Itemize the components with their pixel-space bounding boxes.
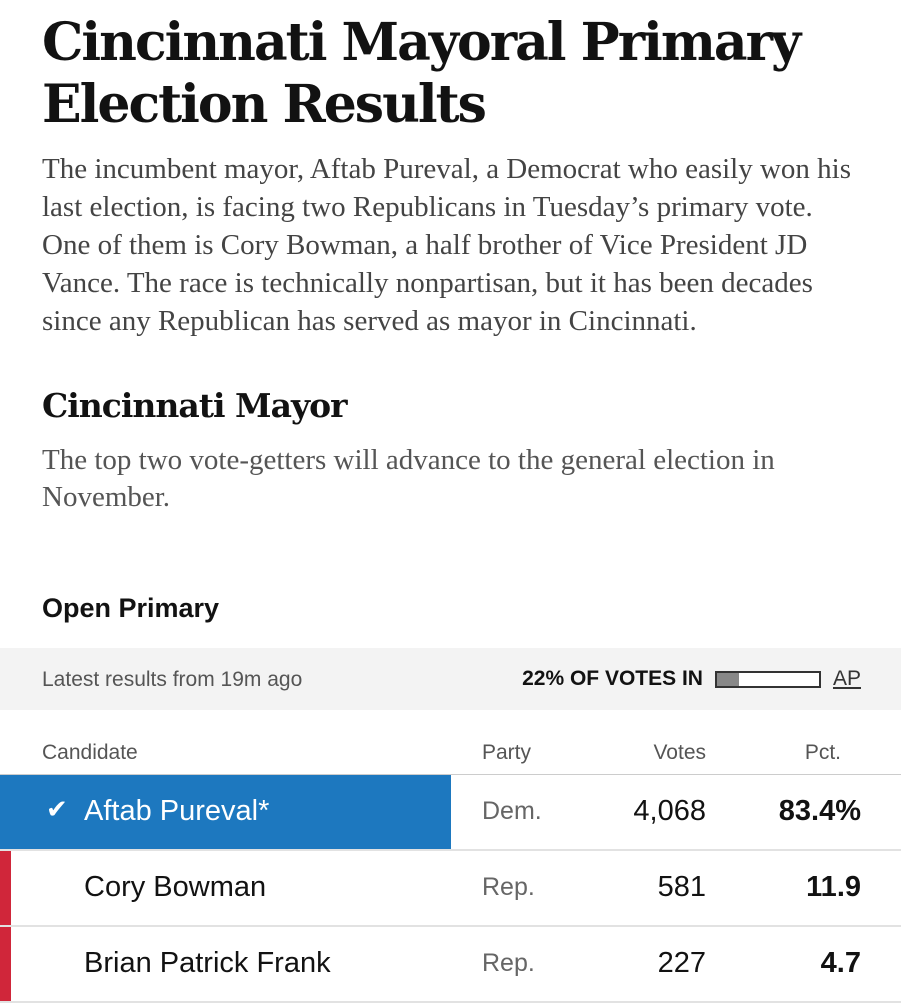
- race-subtitle: The top two vote-getters will advance to…: [42, 444, 775, 513]
- votes-in-indicator: 22% OF VOTES IN AP: [522, 667, 861, 691]
- header-pct: Pct.: [804, 741, 841, 764]
- votes-in-progress-bar: [714, 670, 821, 688]
- article-intro: The incumbent mayor, Aftab Pureval, a De…: [42, 153, 852, 337]
- race-title: Cincinnati Mayor: [42, 386, 348, 425]
- candidate-votes: 227: [657, 947, 706, 979]
- table-row: ✔ Aftab Pureval* Dem. 4,068 83.4%: [0, 775, 901, 851]
- header-party: Party: [482, 741, 532, 764]
- latest-results-timestamp: Latest results from 19m ago: [42, 668, 303, 691]
- results-status-bar: Latest results from 19m ago 22% OF VOTES…: [0, 648, 901, 710]
- page-title: Cincinnati Mayoral Primary Election Resu…: [42, 12, 801, 135]
- results-table: Candidate Party Votes Pct. ✔ Aftab Purev…: [0, 730, 901, 1003]
- article-content: Cincinnati Mayoral Primary Election Resu…: [42, 0, 862, 516]
- candidate-votes: 581: [657, 871, 706, 903]
- checkmark-icon: ✔: [46, 795, 68, 825]
- candidate-name: Brian Patrick Frank: [84, 947, 331, 979]
- candidate-pct: 11.9: [806, 871, 861, 903]
- candidate-party: Dem.: [482, 797, 542, 825]
- primary-type-label: Open Primary: [42, 593, 220, 623]
- candidate-party: Rep.: [482, 873, 535, 901]
- ap-source-link[interactable]: AP: [832, 667, 861, 690]
- candidate-votes: 4,068: [633, 795, 706, 827]
- header-votes: Votes: [653, 741, 706, 764]
- candidate-cell-winner: ✔ Aftab Pureval*: [0, 775, 451, 849]
- candidate-pct: 4.7: [820, 947, 861, 979]
- table-header: Candidate Party Votes Pct.: [0, 730, 901, 775]
- candidate-name: Aftab Pureval*: [84, 795, 270, 827]
- candidate-party: Rep.: [482, 949, 535, 977]
- republican-party-strip: [0, 851, 11, 925]
- header-candidate: Candidate: [42, 741, 138, 764]
- candidate-pct: 83.4%: [778, 795, 861, 827]
- table-row: Brian Patrick Frank Rep. 227 4.7: [0, 927, 901, 1003]
- republican-party-strip: [0, 927, 11, 1001]
- candidate-name: Cory Bowman: [84, 871, 267, 903]
- votes-in-label: 22% OF VOTES IN: [522, 667, 703, 690]
- votes-in-progress-fill: [716, 672, 740, 686]
- table-row: Cory Bowman Rep. 581 11.9: [0, 851, 901, 927]
